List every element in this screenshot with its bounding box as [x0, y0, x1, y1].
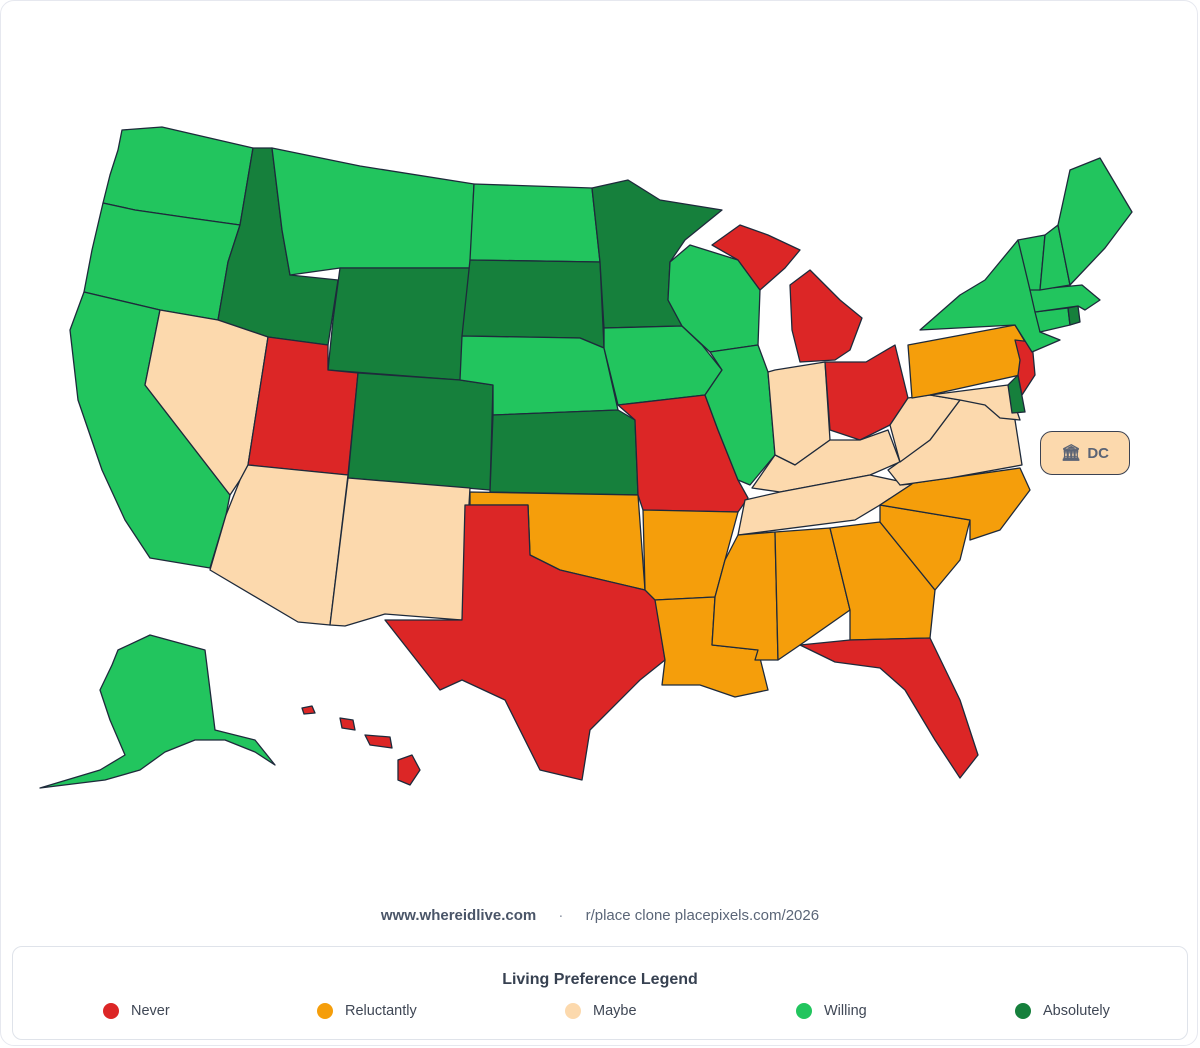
legend-swatch-maybe [565, 1003, 581, 1019]
state-ks[interactable] [489, 409, 639, 496]
state-me[interactable] [1057, 157, 1133, 286]
footer-links: www.whereidlive.com · r/place clone plac… [0, 907, 1200, 924]
state-mt[interactable] [271, 147, 475, 276]
state-nd[interactable] [469, 183, 601, 263]
legend-swatch-willing [796, 1003, 812, 1019]
state-ak[interactable] [39, 634, 276, 789]
state-il[interactable] [704, 344, 776, 486]
legend-swatch-absolutely [1015, 1003, 1031, 1019]
state-de[interactable] [1007, 374, 1026, 414]
state-tx[interactable] [384, 504, 666, 781]
legend-label-never: Never [131, 1003, 170, 1019]
state-ri[interactable] [1067, 305, 1081, 326]
legend-item-willing: Willing [796, 1003, 867, 1019]
legend-item-never: Never [103, 1003, 170, 1019]
state-mi[interactable] [711, 224, 863, 363]
legend-swatch-never [103, 1003, 119, 1019]
legend-title: Living Preference Legend [502, 971, 698, 988]
legend-label-reluctantly: Reluctantly [345, 1003, 417, 1019]
footer-separator: · [558, 907, 564, 924]
state-ma[interactable] [1029, 284, 1101, 313]
legend-label-maybe: Maybe [593, 1003, 637, 1019]
state-nm[interactable] [329, 477, 471, 627]
state-al[interactable] [774, 527, 851, 661]
capitol-building-icon: 🏛 [1061, 445, 1082, 462]
legend-item-reluctantly: Reluctantly [317, 1003, 417, 1019]
state-hi[interactable] [301, 705, 421, 786]
legend-item-maybe: Maybe [565, 1003, 637, 1019]
state-sd[interactable] [461, 259, 605, 349]
dc-badge-label: DC [1087, 444, 1109, 462]
state-co[interactable] [347, 372, 494, 491]
legend-label-absolutely: Absolutely [1043, 1003, 1110, 1019]
state-fl[interactable] [799, 637, 979, 779]
dc-badge[interactable]: 🏛 DC [1040, 431, 1130, 475]
legend-swatch-reluctantly [317, 1003, 333, 1019]
legend-panel: Living Preference Legend Never Reluctant… [12, 946, 1188, 1040]
state-nc[interactable] [879, 467, 1031, 541]
state-wy[interactable] [327, 267, 471, 381]
us-states-map [39, 126, 1133, 789]
legend-item-absolutely: Absolutely [1015, 1003, 1110, 1019]
legend-label-willing: Willing [824, 1003, 867, 1019]
site-link[interactable]: www.whereidlive.com [380, 907, 537, 924]
clone-link[interactable]: r/place clone placepixels.com/2026 [585, 907, 820, 924]
